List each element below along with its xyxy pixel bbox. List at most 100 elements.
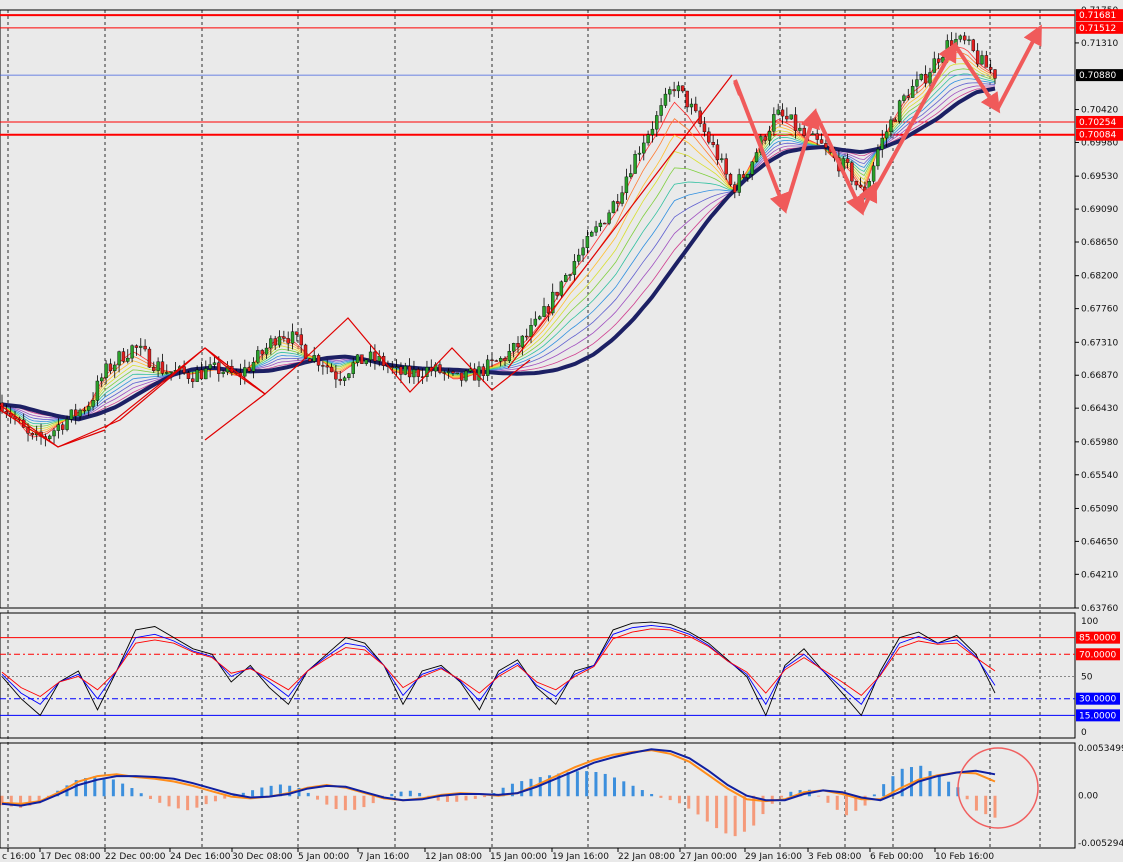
y-tick-label: 0.65540 <box>1081 471 1118 481</box>
candle-body <box>824 143 828 148</box>
candle-body <box>928 72 932 84</box>
candle-body <box>169 371 173 373</box>
candle-body <box>260 350 264 355</box>
candle-body <box>611 201 616 214</box>
candle-body <box>195 369 199 382</box>
candle-body <box>52 430 56 437</box>
candle-body <box>117 351 121 366</box>
bullish-arrow-path <box>813 111 865 216</box>
macd-histogram-bar <box>399 791 403 797</box>
candle-body <box>342 377 347 381</box>
candle-body <box>572 261 577 275</box>
stoch-line <box>1 621 996 717</box>
candle-body <box>494 360 499 362</box>
candle-body <box>603 222 607 225</box>
candle-body <box>919 73 923 80</box>
candle-body <box>108 363 113 371</box>
zigzag-wave-outline <box>507 74 733 369</box>
candle-body <box>247 367 251 372</box>
candle-body <box>620 192 624 204</box>
candle-body <box>338 378 342 381</box>
candle-body <box>720 158 724 161</box>
level-tag-label: 0.71512 <box>1079 24 1116 34</box>
level-tag-box <box>1076 21 1123 34</box>
macd-histogram-bar <box>139 793 143 797</box>
macd-histogram-bar <box>622 781 626 797</box>
candle-body <box>659 105 663 116</box>
candle-body <box>472 368 477 381</box>
y-tick-label: 0.70420 <box>1081 106 1118 116</box>
candle-body <box>360 354 364 364</box>
level-tag-label: 0.70880 <box>1079 71 1116 81</box>
candle-body <box>932 58 936 73</box>
bullish-arrow-path <box>953 43 1001 114</box>
candle-body <box>746 174 750 178</box>
candle-body <box>256 350 260 363</box>
candle-body <box>533 318 538 326</box>
candle-body <box>130 345 134 359</box>
macd-histogram-bar <box>937 776 941 797</box>
candle-body <box>464 370 468 381</box>
candle-body <box>546 306 551 314</box>
candle-body <box>507 351 512 362</box>
candle-body <box>165 372 169 374</box>
y-tick-label: 0.67760 <box>1081 305 1118 315</box>
y-tick-label: 100 <box>1081 617 1098 627</box>
zigzag-wave-outline <box>204 347 266 395</box>
y-tick-label: 0.65090 <box>1081 504 1118 514</box>
macd-histogram-bar <box>780 795 784 798</box>
x-tick-label: 10 Feb 16:00 <box>935 852 994 862</box>
macd-histogram-bar <box>548 775 552 797</box>
candle-body <box>191 378 195 382</box>
macd-histogram-bar <box>213 795 217 802</box>
macd-histogram-bar <box>9 795 13 807</box>
macd-histogram-bar <box>835 795 839 810</box>
candle-body <box>394 366 399 368</box>
candle-body <box>581 247 585 256</box>
macd-histogram-bar <box>297 787 301 797</box>
candle-body <box>884 131 889 139</box>
macd-histogram-bar <box>464 795 468 801</box>
candle-body <box>290 331 295 344</box>
y-tick-label: 0.64650 <box>1081 537 1118 547</box>
macd-histogram-bar <box>334 795 338 810</box>
macd-histogram-bar <box>650 794 654 797</box>
candle-body <box>113 364 117 371</box>
macd-histogram-bar <box>473 795 477 799</box>
candle-body <box>295 331 299 335</box>
candle-body <box>277 336 282 346</box>
x-tick-label: 12 Jan 08:00 <box>425 852 482 862</box>
candle-body <box>863 186 867 197</box>
macd-histogram-bar <box>278 784 282 797</box>
candle-body <box>707 131 711 143</box>
x-tick-label: 15 Jan 00:00 <box>490 852 547 862</box>
macd-histogram-bar <box>789 791 793 797</box>
macd-histogram-bar <box>984 795 988 815</box>
candle-body <box>871 165 876 182</box>
candle-body <box>47 435 52 440</box>
candle-body <box>143 345 147 350</box>
macd-histogram-bar <box>993 795 997 818</box>
candle-body <box>347 373 351 379</box>
candle-body <box>186 372 191 379</box>
macd-histogram-bar <box>668 795 672 801</box>
level-tag-box <box>1076 692 1120 705</box>
candle-body <box>74 409 78 417</box>
macd-histogram-bar <box>696 795 700 815</box>
macd-histogram-bar <box>195 795 199 808</box>
candle-body <box>902 95 906 101</box>
candle-body <box>82 409 87 412</box>
candle-body <box>754 152 759 163</box>
macd-histogram-bar <box>575 771 579 797</box>
macd-histogram-bar <box>640 790 644 797</box>
candle-body <box>845 158 850 163</box>
candle-body <box>459 372 464 381</box>
candle-body <box>650 128 655 135</box>
candle-body <box>498 358 503 362</box>
candle-body <box>455 372 460 375</box>
candle-body <box>910 86 915 98</box>
ribbon-ma-line <box>1 46 996 438</box>
candle-body <box>564 274 568 282</box>
candle-body <box>182 366 186 373</box>
